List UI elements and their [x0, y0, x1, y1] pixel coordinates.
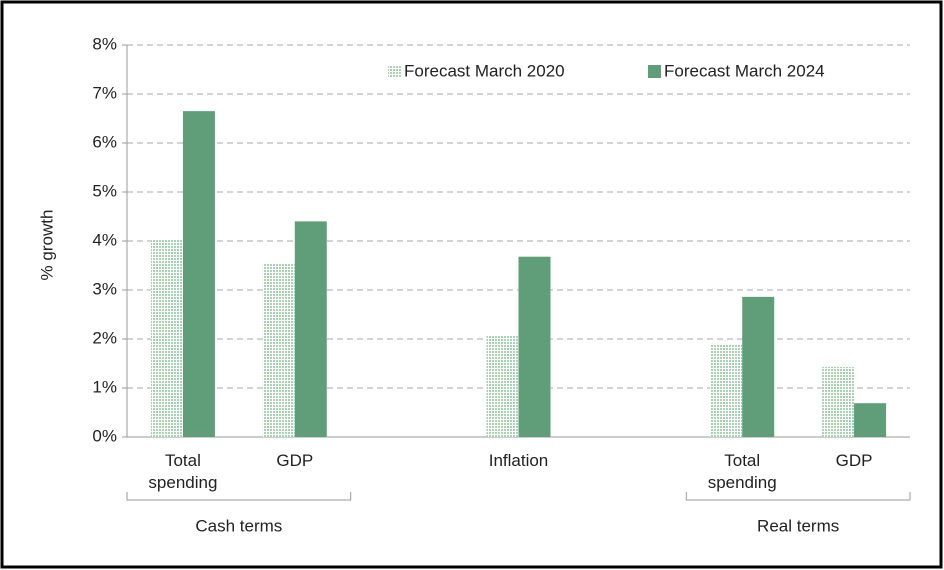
bar [150, 240, 183, 437]
group-label: Cash terms [195, 516, 282, 535]
bar [518, 256, 551, 437]
bar [742, 296, 775, 437]
y-tick-label: 8% [92, 34, 117, 53]
x-tick-label: GDP [835, 451, 873, 470]
x-tick-label: Total spending [148, 451, 218, 492]
group-label: Real terms [757, 516, 839, 535]
x-tick-label: Inflation [488, 451, 549, 470]
x-tick-label: GDP [276, 451, 314, 470]
y-tick-label: 2% [92, 328, 117, 347]
bar [486, 335, 519, 437]
bar [710, 343, 743, 437]
y-tick-label: 0% [92, 426, 117, 445]
bar [262, 263, 295, 437]
legend-label: Forecast March 2020 [404, 61, 565, 80]
group-bracket [126, 492, 352, 501]
legend-label: Forecast March 2024 [664, 61, 825, 80]
bar [822, 366, 855, 437]
bar [854, 403, 887, 437]
legend-swatch [648, 65, 661, 78]
bar [294, 221, 327, 437]
y-tick-label: 5% [92, 181, 117, 200]
y-tick-label: 7% [92, 83, 117, 102]
x-tick-label: Total spending [707, 451, 777, 492]
bar [182, 111, 215, 438]
y-tick-label: 3% [92, 279, 117, 298]
legend-swatch [388, 65, 401, 78]
y-tick-label: 1% [92, 377, 117, 396]
y-axis-title: % growth [37, 210, 56, 281]
y-tick-label: 4% [92, 230, 117, 249]
y-tick-label: 6% [92, 132, 117, 151]
group-bracket [685, 492, 911, 501]
